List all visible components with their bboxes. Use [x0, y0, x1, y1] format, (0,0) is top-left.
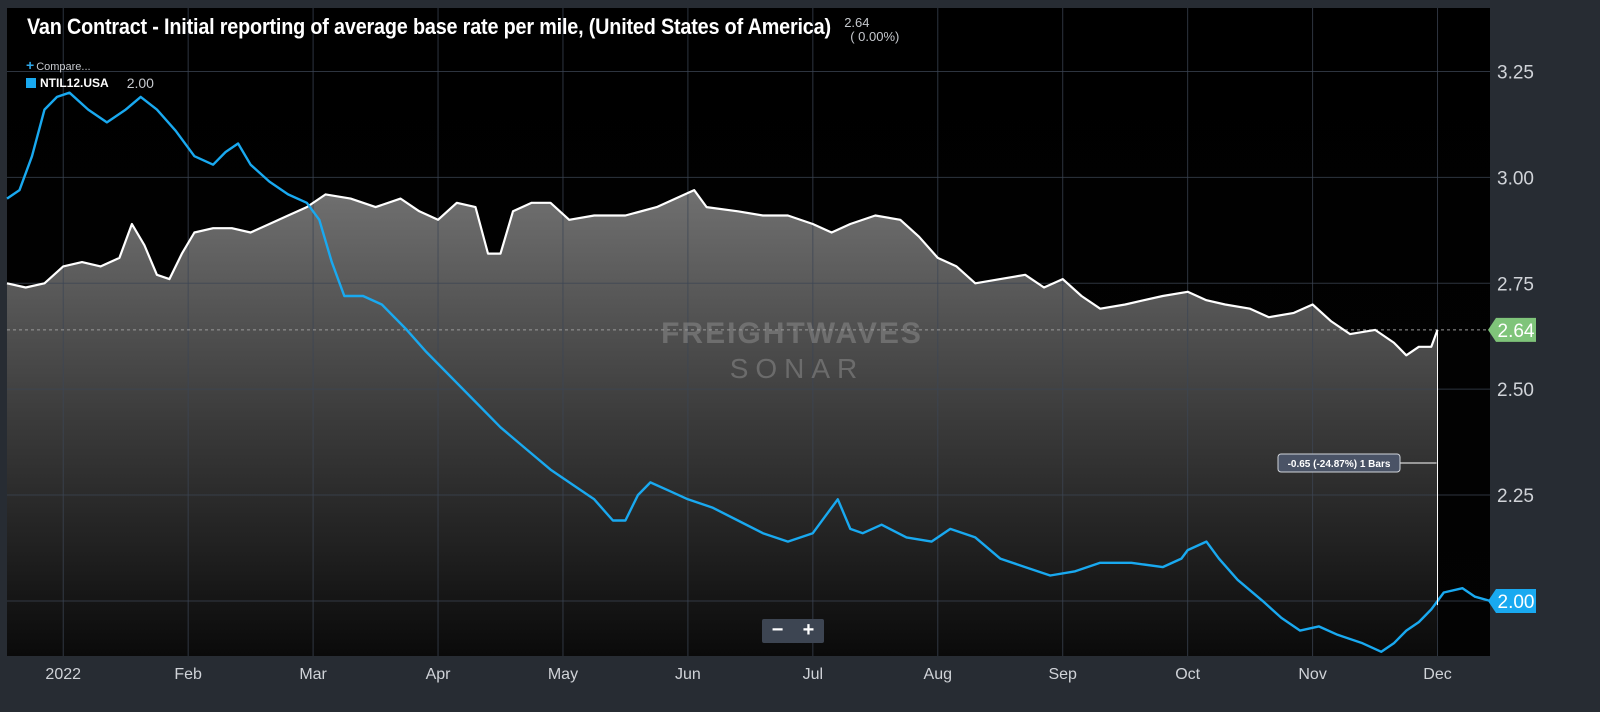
primary-last-value-badge	[1488, 317, 1536, 342]
x-tick-label: Oct	[1175, 666, 1200, 683]
x-tick-label: Apr	[426, 666, 452, 683]
current-value: 2.64	[844, 15, 870, 30]
zoom-in-button[interactable]: +	[802, 619, 815, 641]
y-tick-label: 3.00	[1497, 168, 1534, 189]
compare-last-value-badge	[1488, 588, 1536, 613]
legend-series-value: 2.00	[126, 75, 154, 91]
x-tick-label: Jul	[803, 666, 823, 683]
x-tick-label: Jun	[675, 666, 701, 683]
compare-label: Compare...	[36, 61, 91, 73]
chart-header: Van Contract - Initial reporting of aver…	[27, 14, 899, 44]
measure-label: -0.65 (-24.87%) 1 Bars	[1288, 459, 1391, 470]
percent-change: ( 0.00%)	[850, 29, 900, 44]
legend-entry[interactable]: NTIL12.USA 2.00	[26, 75, 154, 91]
primary-series-line[interactable]	[6, 189, 1439, 357]
x-tick-label: Nov	[1298, 666, 1326, 683]
zoom-out-button[interactable]: −	[771, 619, 784, 641]
compare-button[interactable]: + Compare...	[26, 57, 91, 73]
y-tick-label: 2.25	[1497, 486, 1534, 507]
y-tick-label: 2.50	[1497, 380, 1534, 401]
legend-swatch	[26, 78, 36, 88]
watermark-freightwaves: FREIGHTWAVES	[661, 317, 923, 350]
legend-series-name: NTIL12.USA	[40, 76, 109, 90]
x-tick-label: 2022	[45, 666, 81, 683]
x-tick-label: Feb	[174, 666, 202, 683]
chart-title: Van Contract - Initial reporting of aver…	[27, 14, 831, 39]
compare-series-line[interactable]	[6, 91, 1491, 653]
compare-last-value-badge-label: 2.00	[1498, 592, 1535, 613]
primary-last-value-badge-label: 2.64	[1498, 321, 1535, 342]
plus-icon: +	[26, 57, 35, 73]
y-tick-label: 3.25	[1497, 63, 1534, 84]
watermark-sonar: SONAR	[730, 353, 865, 384]
x-tick-label: Mar	[299, 666, 327, 683]
primary-series-area	[7, 190, 1438, 656]
title-current-value: 2.64 ( 0.00%)	[844, 16, 899, 44]
zoom-control: − +	[762, 619, 824, 643]
x-tick-label: Aug	[924, 666, 952, 683]
x-tick-label: May	[548, 666, 578, 683]
y-tick-label: 2.75	[1497, 274, 1534, 295]
measure-label-box	[1277, 453, 1401, 473]
x-tick-label: Dec	[1423, 666, 1451, 683]
x-tick-label: Sep	[1048, 666, 1077, 683]
